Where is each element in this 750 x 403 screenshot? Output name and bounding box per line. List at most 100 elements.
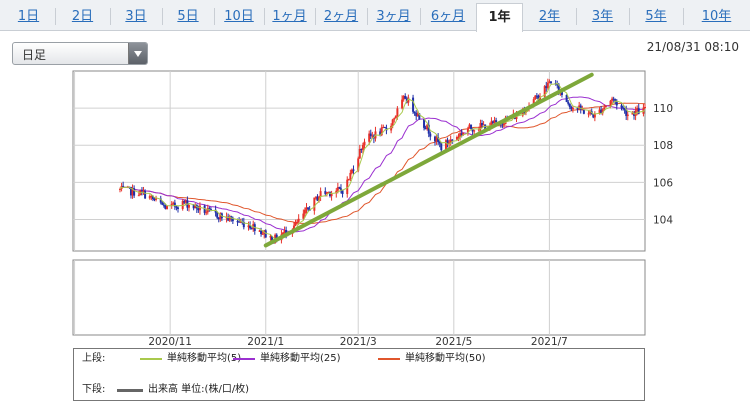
candle-body (407, 97, 410, 103)
candle-body (598, 109, 601, 114)
candle-body (402, 96, 405, 100)
tab-8[interactable]: 3ヶ月 (376, 9, 411, 24)
legend-upper-row: 上段: 単純移動平均(5) 単純移動平均(25) 単純移動平均(50) (82, 352, 486, 366)
chevron-down-icon[interactable] (128, 43, 147, 64)
candle-body (534, 95, 537, 100)
candle-body (546, 83, 549, 89)
candle-body (133, 188, 136, 196)
tab-13[interactable]: 5年 (645, 9, 667, 24)
candle-body (292, 225, 295, 230)
candle-body (490, 121, 493, 128)
legend-swatch (117, 389, 143, 392)
trendline (263, 72, 594, 248)
tab-3[interactable]: 3日 (125, 9, 147, 24)
tab-1[interactable]: 1日 (17, 9, 40, 24)
tab-6[interactable]: 1ヶ月 (272, 9, 307, 24)
legend-lower-label: 下段: (82, 384, 106, 395)
candle-body (227, 216, 230, 221)
candle-body (459, 133, 462, 137)
candle-body (568, 103, 571, 108)
candle-body (391, 119, 394, 126)
candle-body (371, 135, 374, 137)
candle-body (230, 216, 233, 218)
tab-2[interactable]: 2日 (71, 9, 94, 24)
candle-body (423, 119, 426, 128)
tab-separator (315, 8, 316, 25)
candle-body (524, 110, 527, 113)
candle-body (140, 190, 143, 192)
candle-body (473, 130, 476, 132)
period-select[interactable]: 日足 (12, 42, 148, 65)
candle-body (192, 205, 195, 209)
y-tick-label: 108 (653, 140, 673, 152)
tab-14[interactable]: 10年 (701, 9, 732, 24)
candle-body (197, 208, 200, 211)
candle-body (633, 112, 636, 116)
candle-body (216, 212, 219, 218)
candle-body (336, 187, 339, 191)
x-tick-label: 2021/7 (531, 336, 568, 348)
candle-body (435, 136, 438, 142)
candle-body (481, 123, 484, 126)
candle-body (471, 128, 474, 132)
candle-body (426, 124, 429, 130)
candle-body (622, 107, 625, 109)
tab-5[interactable]: 10日 (224, 9, 254, 24)
candle-body (206, 208, 209, 213)
legend-swatch (378, 358, 400, 360)
legend-label: 出来高 単位:(株/口/枚) (148, 384, 250, 395)
candle-body (466, 128, 469, 133)
tab-separator (683, 8, 684, 25)
tab-4[interactable]: 5日 (177, 9, 199, 24)
tab-12[interactable]: 3年 (591, 9, 614, 24)
candle-body (161, 202, 164, 205)
candle-body (148, 196, 151, 199)
candle-body (338, 187, 341, 189)
candle-body (183, 201, 186, 203)
candle-body (269, 236, 272, 238)
y-axis-ticks: 104 106 108 110 (653, 103, 673, 226)
candle-body (330, 193, 333, 197)
tab-10[interactable]: 1年 (476, 3, 523, 32)
candle-body (502, 124, 505, 126)
tab-9[interactable]: 6ヶ月 (430, 9, 466, 24)
candle-body (283, 229, 286, 233)
candle-body (482, 124, 485, 126)
chart-legend: 上段: 単純移動平均(5) 単純移動平均(25) 単純移動平均(50) 下段: … (73, 348, 645, 401)
candle-body (539, 96, 542, 101)
candle-body (217, 217, 220, 220)
candle-body (319, 191, 322, 197)
tab-7[interactable]: 2ヶ月 (323, 9, 359, 24)
candle-body (166, 206, 169, 210)
candle-body (271, 236, 274, 243)
candle-body (250, 228, 253, 230)
candle-body (346, 179, 349, 195)
candle-body (170, 203, 173, 207)
tab-11[interactable]: 2年 (538, 9, 561, 24)
legend-swatch (233, 358, 255, 360)
candle-body (457, 136, 460, 138)
candle-body (249, 225, 252, 229)
candle-body (194, 204, 197, 209)
period-tab-bar: 1日 2日 3日 5日 10日 1ヶ月 2ヶ月 3ヶ月 6ヶ月 1年 2年 3年 5年 10年 (0, 0, 750, 32)
candle-body (537, 95, 540, 101)
candle-body (175, 206, 178, 208)
candle-body (264, 230, 267, 238)
candle-body (187, 205, 190, 208)
candle-body (294, 222, 297, 226)
candle-body (462, 132, 465, 135)
candle-body (625, 109, 628, 117)
legend-label: 単純移動平均(25) (260, 353, 341, 364)
candle-body (281, 232, 284, 235)
candle-body (214, 209, 217, 213)
ma50-layer (119, 102, 646, 225)
candle-body (549, 81, 552, 84)
candle-body (307, 207, 310, 209)
candle-body (612, 98, 615, 100)
candle-body (122, 185, 125, 188)
candle-body (593, 113, 596, 118)
candle-body (404, 96, 407, 99)
candle-body (644, 107, 646, 109)
tab-separator (420, 8, 421, 25)
candle-body (379, 131, 382, 136)
